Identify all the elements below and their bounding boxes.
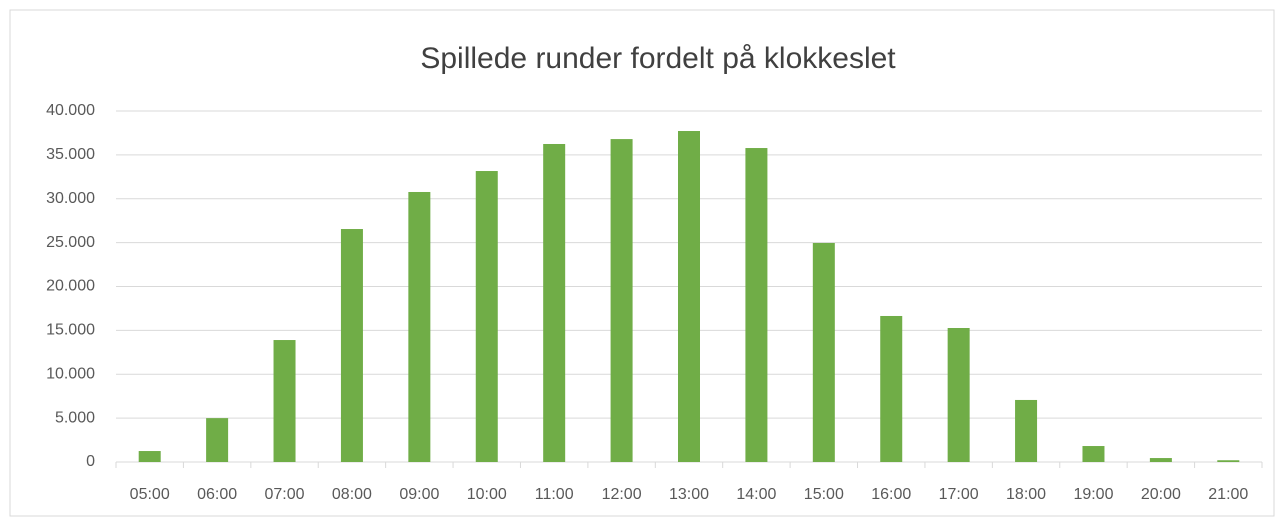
y-tick-label: 40.000 <box>46 102 95 119</box>
bar <box>610 139 633 462</box>
bar <box>880 315 903 462</box>
bar <box>340 229 363 462</box>
y-tick-label: 30.000 <box>46 190 95 207</box>
x-tick-label: 14:00 <box>736 486 776 503</box>
x-tick-label: 11:00 <box>535 486 574 503</box>
y-tick-label: 35.000 <box>46 146 95 163</box>
bar <box>1015 399 1038 462</box>
x-tick-label: 17:00 <box>939 486 979 503</box>
bar <box>408 191 431 462</box>
bar <box>1217 460 1240 462</box>
bar <box>475 171 498 462</box>
x-tick-label: 06:00 <box>197 486 237 503</box>
x-tick-label: 05:00 <box>130 486 170 503</box>
x-tick-label: 07:00 <box>265 486 305 503</box>
y-tick-label: 20.000 <box>46 278 95 295</box>
x-tick-label: 10:00 <box>467 486 507 503</box>
y-tick-label: 10.000 <box>46 365 95 382</box>
x-tick-label: 21:00 <box>1208 486 1248 503</box>
bar <box>1082 446 1105 462</box>
x-tick-label: 20:00 <box>1141 486 1181 503</box>
x-tick-label: 12:00 <box>602 486 642 503</box>
x-tick-label: 08:00 <box>332 486 372 503</box>
bar <box>273 340 296 462</box>
bar <box>206 418 229 462</box>
bar <box>745 148 768 462</box>
x-tick-label: 15:00 <box>804 486 844 503</box>
x-tick-label: 16:00 <box>871 486 911 503</box>
chart-border <box>9 9 1275 517</box>
chart-title: Spillede runder fordelt på klokkeslet <box>420 42 896 75</box>
x-tick-label: 13:00 <box>669 486 709 503</box>
bar <box>947 328 970 462</box>
bar <box>1149 458 1172 462</box>
bar <box>138 451 161 462</box>
x-tick-label: 09:00 <box>399 486 439 503</box>
bar <box>678 131 700 462</box>
y-tick-label: 15.000 <box>46 322 95 339</box>
bar <box>543 143 566 462</box>
x-tick-label: 18:00 <box>1006 486 1046 503</box>
y-tick-label: 0 <box>86 453 95 470</box>
bar <box>812 242 835 462</box>
y-tick-label: 5.000 <box>55 409 95 426</box>
y-tick-label: 25.000 <box>46 234 95 251</box>
x-tick-label: 19:00 <box>1073 486 1113 503</box>
